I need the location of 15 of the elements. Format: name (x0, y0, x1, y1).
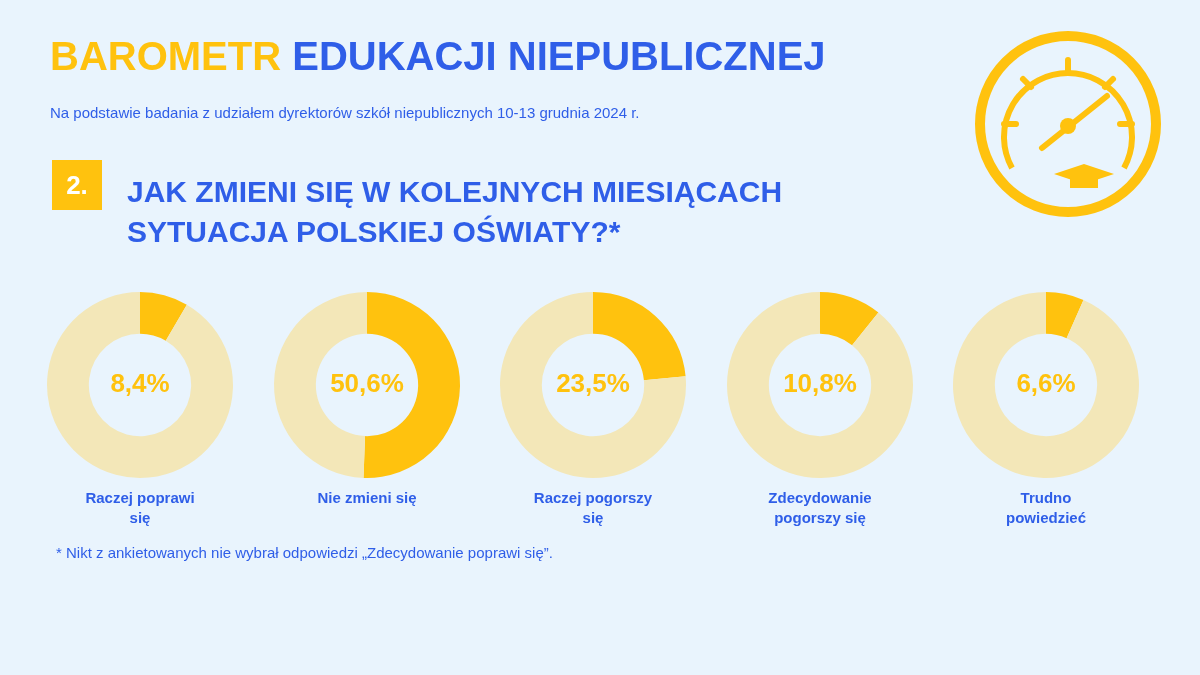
data-label: 8,4% (110, 368, 170, 399)
text: Nie zmieni się (316, 488, 418, 508)
data-label: 50,6% (330, 368, 404, 399)
text: JAK ZMIENI SIĘ W KOLEJNYCH MIESIĄCACH SYTUACJA POLSKIEJ OŚWIATY?* (127, 174, 784, 250)
data-label: 6,6% (1016, 368, 1076, 399)
text: Trudno powiedzieć (1005, 488, 1087, 528)
text: Raczej pogorszy się (532, 488, 654, 528)
data-label: 23,5% (556, 368, 630, 399)
text: Na podstawie badania z udziałem dyrektorów szkół niepublicznych 10-13 grudnia 2024 r. (50, 104, 640, 121)
data-label: 10,8% (783, 368, 857, 399)
text: Raczej poprawi się (84, 488, 196, 528)
text: 2. (52, 160, 102, 210)
text: Zdecydowanie pogorszy się (767, 488, 873, 528)
text: BAROMETR EDUKACJI NIEPUBLICZNEJ (50, 34, 826, 79)
text: * Nikt z ankietowanych nie wybrał odpowiedzi „Zdecydowanie poprawi się”. (56, 544, 553, 561)
